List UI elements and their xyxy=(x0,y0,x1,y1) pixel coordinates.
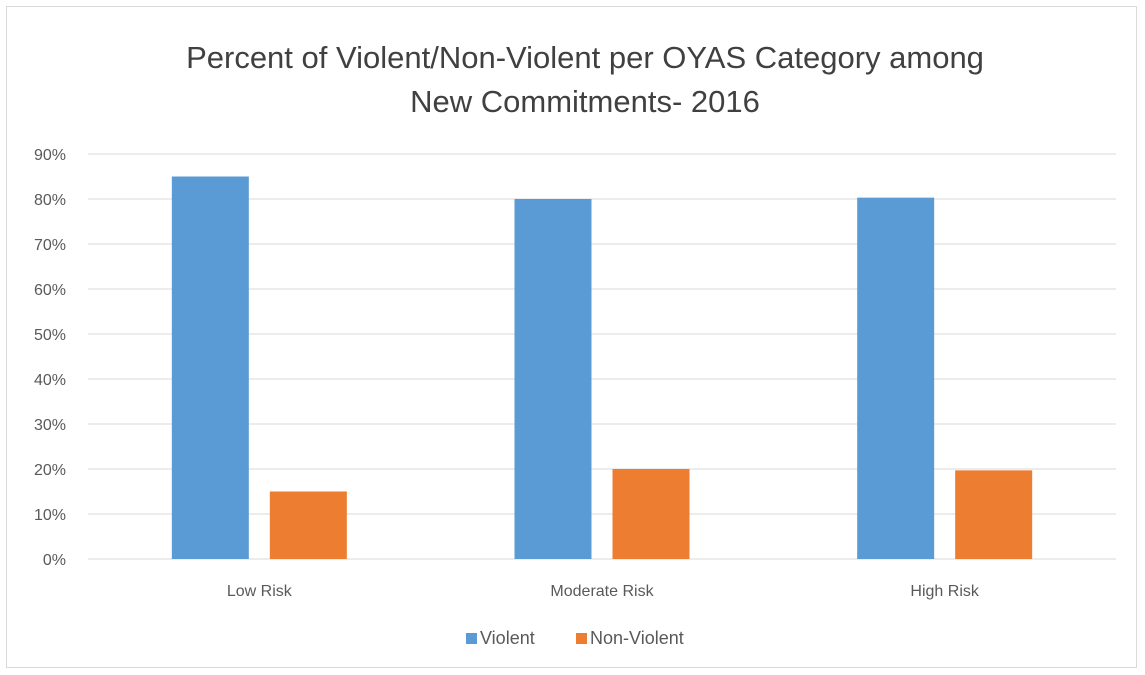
legend-swatch xyxy=(576,633,587,644)
bar-violent-moderate-risk xyxy=(514,199,592,559)
y-axis-tick-labels: 0% 10% 20% 30% 40% 50% 60% 70% 80% 90% xyxy=(34,147,66,569)
y-tick-label: 60% xyxy=(34,282,66,299)
x-axis-category-labels: Low Risk Moderate Risk High Risk xyxy=(227,583,980,600)
bar-violent-low-risk xyxy=(171,176,249,559)
chart-title-line-2: New Commitments- 2016 xyxy=(410,84,760,119)
x-category-label: Low Risk xyxy=(227,583,293,600)
bar-non-violent-low-risk xyxy=(269,491,347,559)
y-tick-label: 80% xyxy=(34,192,66,209)
legend-swatch xyxy=(466,633,477,644)
y-tick-label: 20% xyxy=(34,462,66,479)
legend-label: Non-Violent xyxy=(590,628,684,648)
legend: Violent Non-Violent xyxy=(466,628,684,648)
y-tick-label: 40% xyxy=(34,372,66,389)
chart-title: Percent of Violent/Non-Violent per OYAS … xyxy=(0,36,1145,124)
bars xyxy=(171,176,1033,559)
gridlines xyxy=(88,153,1116,560)
y-tick-label: 50% xyxy=(34,327,66,344)
bar-non-violent-high-risk xyxy=(955,470,1033,559)
y-tick-label: 90% xyxy=(34,147,66,164)
bar-non-violent-moderate-risk xyxy=(612,469,690,559)
y-tick-label: 30% xyxy=(34,417,66,434)
y-tick-label: 0% xyxy=(43,552,66,569)
bar-violent-high-risk xyxy=(857,197,935,559)
y-tick-label: 70% xyxy=(34,237,66,254)
y-tick-label: 10% xyxy=(34,507,66,524)
chart-title-line-1: Percent of Violent/Non-Violent per OYAS … xyxy=(186,40,984,75)
x-category-label: Moderate Risk xyxy=(550,583,654,600)
legend-label: Violent xyxy=(480,628,535,648)
x-category-label: High Risk xyxy=(910,583,979,600)
